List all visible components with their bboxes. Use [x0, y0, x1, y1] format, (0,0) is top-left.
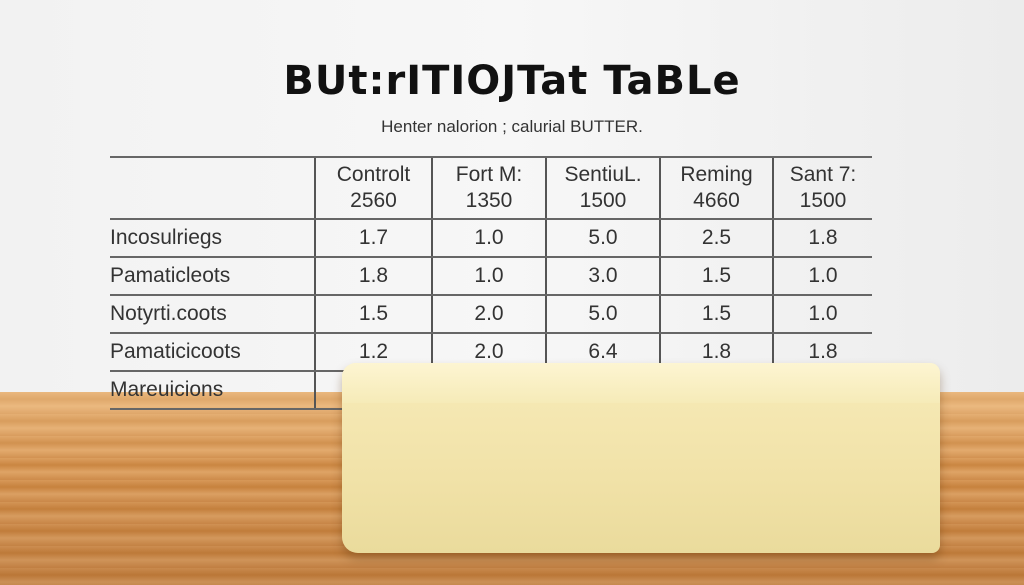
- cell: 1.5: [659, 294, 773, 334]
- column-header-value: 1500: [799, 189, 847, 212]
- row-label: Incosulriegs: [110, 218, 315, 258]
- column-header: Sant 7: 1500: [772, 156, 872, 220]
- row-label: Pamaticleots: [110, 256, 315, 296]
- page-title: BUt:rITIOJTat TaBLe: [283, 58, 741, 104]
- subtitle: Henter nalorion ; calurial BUTTER.: [381, 117, 643, 136]
- cell: 3.0: [545, 256, 660, 296]
- column-header-value: 4660: [693, 189, 740, 212]
- column-header-value: 2560: [350, 189, 397, 212]
- cell: 1.0: [431, 218, 546, 258]
- cell: 1.5: [659, 256, 773, 296]
- butter-block: [342, 363, 940, 553]
- column-header-label: SentiuL.: [564, 163, 642, 186]
- cell: 1.0: [772, 294, 872, 334]
- cell: 5.0: [545, 218, 660, 258]
- column-header: SentiuL. 1500: [545, 156, 660, 220]
- row-label: Mareuicions: [110, 370, 315, 410]
- table-row: Notyrti.coots 1.5 2.0 5.0 1.5 1.0: [110, 294, 872, 334]
- cell: 1.8: [772, 218, 872, 258]
- column-header-value: 1350: [465, 189, 513, 212]
- cell: 2.5: [659, 218, 773, 258]
- column-header-label: Sant 7:: [789, 163, 857, 186]
- table-header-row: Controlt 2560 Fort M: 1350 SentiuL. 1500 Re…: [110, 156, 872, 220]
- cell: 5.0: [545, 294, 660, 334]
- row-label: Notyrti.coots: [110, 294, 315, 334]
- column-header-label: Fort M:: [455, 163, 523, 186]
- column-header-value: 1500: [579, 189, 627, 212]
- cell: 2.0: [431, 294, 546, 334]
- cell: 1.5: [314, 294, 432, 334]
- row-label: Pamaticicoots: [110, 332, 315, 372]
- cell: 1.8: [314, 256, 432, 296]
- cell: 1.0: [772, 256, 872, 296]
- cell: 1.7: [314, 218, 432, 258]
- column-header-label: Controlt: [336, 163, 411, 186]
- table-row: Pamaticleots 1.8 1.0 3.0 1.5 1.0: [110, 256, 872, 296]
- column-header: Fort M: 1350: [431, 156, 546, 220]
- column-header: Controlt 2560: [314, 156, 432, 220]
- column-header-label: Reming: [680, 163, 753, 186]
- table-row: Incosulriegs 1.7 1.0 5.0 2.5 1.8: [110, 218, 872, 258]
- column-header: Reming 4660: [659, 156, 773, 220]
- header-empty-cell: [110, 156, 315, 220]
- cell: 1.0: [431, 256, 546, 296]
